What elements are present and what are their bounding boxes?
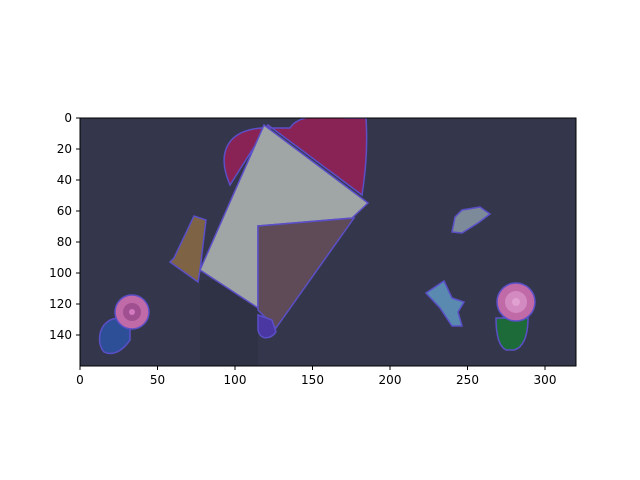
- x-axis: 0 50 100 150 200 250 300: [76, 366, 556, 387]
- y-tick-label: 100: [49, 266, 72, 280]
- x-tick-label: 50: [150, 373, 165, 387]
- x-tick-label: 0: [76, 373, 84, 387]
- y-axis: 0 20 40 60 80 100 120 140: [49, 111, 80, 342]
- x-tick-label: 150: [301, 373, 324, 387]
- y-tick-label: 120: [49, 297, 72, 311]
- y-tick-label: 40: [57, 173, 72, 187]
- y-tick-label: 80: [57, 235, 72, 249]
- x-tick-label: 200: [379, 373, 402, 387]
- pink-ring-left-dot: [129, 309, 135, 315]
- green-region: [495, 317, 529, 351]
- x-tick-label: 250: [456, 373, 479, 387]
- brown-region: [257, 217, 356, 330]
- y-tick-label: 20: [57, 142, 72, 156]
- y-tick-label: 0: [64, 111, 72, 125]
- purple-region: [257, 313, 277, 339]
- x-tick-label: 100: [224, 373, 247, 387]
- small-blue-region: [451, 206, 492, 234]
- pink-ring-right-dot: [512, 298, 520, 306]
- y-tick-label: 140: [49, 328, 72, 342]
- x-tick-label: 300: [534, 373, 557, 387]
- light-blue-region: [424, 279, 466, 327]
- y-tick-label: 60: [57, 204, 72, 218]
- segmentation-image: [80, 118, 576, 366]
